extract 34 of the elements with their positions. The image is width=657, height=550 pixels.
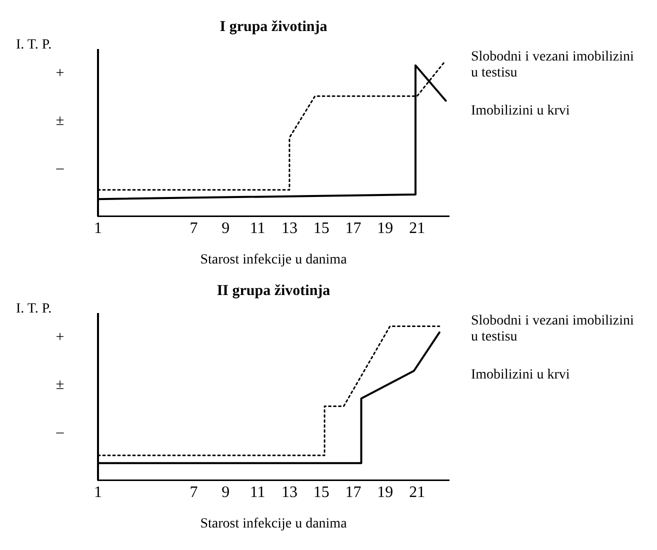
x-tick-label: 7 xyxy=(190,484,198,501)
text: + xyxy=(56,66,64,82)
x-tick-label: 1 xyxy=(94,220,102,237)
x-tick-label: 15 xyxy=(313,484,330,501)
series-label: Imobilizini u krvi xyxy=(471,104,570,119)
x-tick-label: 11 xyxy=(250,220,266,237)
x-tick-label: 11 xyxy=(250,484,266,501)
chart-title: II grupa životinja xyxy=(216,282,331,299)
x-tick-label: 21 xyxy=(409,484,426,501)
y-axis-title: I. T. P. xyxy=(16,302,52,317)
x-axis-title: Starost infekcije u danima xyxy=(200,252,348,268)
text: Imobilizini u krvi xyxy=(471,368,570,383)
x-tick-label: 1 xyxy=(94,484,102,501)
text: ± xyxy=(56,113,64,130)
x-tick-label: 17 xyxy=(345,484,362,501)
x-tick-label: 9 xyxy=(222,484,230,501)
x-axis-title: Starost infekcije u danima xyxy=(200,516,348,532)
x-tick-label: 15 xyxy=(313,220,330,237)
x-tick-label: 9 xyxy=(222,220,230,237)
x-tick-label: 21 xyxy=(409,220,426,237)
text: Slobodni i vezani imobilizini u testisu xyxy=(471,314,634,345)
y-axis-title: I. T. P. xyxy=(16,38,52,53)
text: – xyxy=(55,424,64,441)
text: ± xyxy=(56,377,64,394)
x-tick-label: 17 xyxy=(345,220,362,237)
text: – xyxy=(55,160,64,177)
x-tick-label: 19 xyxy=(377,220,394,237)
x-tick-label: 13 xyxy=(281,484,298,501)
x-tick-label: 19 xyxy=(377,484,394,501)
series-label: Slobodni i vezani imobilizini u testisu xyxy=(471,50,634,81)
chart-title: I grupa životinja xyxy=(220,18,328,35)
x-tick-label: 13 xyxy=(281,220,298,237)
x-tick-label: 7 xyxy=(190,220,198,237)
text: + xyxy=(56,330,64,346)
